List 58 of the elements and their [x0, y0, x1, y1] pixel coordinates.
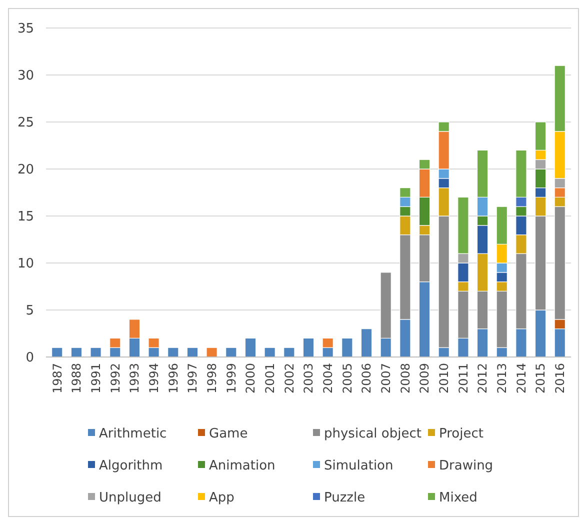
- x-tick-label: 2010: [437, 363, 452, 394]
- bar: [264, 347, 276, 358]
- legend-label: Simulation: [324, 458, 394, 474]
- legend-label: Drawing: [439, 458, 494, 474]
- bar: [52, 347, 63, 358]
- legend-label: Puzzle: [324, 490, 366, 506]
- x-tick-label: 2011: [456, 363, 470, 394]
- x-tick-label: 2001: [263, 363, 278, 394]
- x-tick-label: 1999: [224, 363, 238, 394]
- x-tick-label: 2006: [360, 363, 374, 394]
- x-tick-label: 2005: [340, 363, 354, 394]
- legend-label: Project: [439, 426, 484, 442]
- y-tick-label: 10: [17, 256, 34, 272]
- x-tick-label: 2013: [495, 363, 510, 394]
- legend-label: Arithmetic: [99, 426, 167, 442]
- x-tick-label: 1987: [50, 363, 64, 394]
- legend-label: App: [209, 490, 234, 506]
- bar: [342, 338, 353, 358]
- bar: [226, 347, 237, 358]
- x-tick-label: 1994: [147, 363, 162, 394]
- x-tick-label: 1998: [205, 363, 220, 394]
- x-tick-label: 2007: [379, 363, 394, 394]
- x-tick-label: 1993: [128, 363, 142, 394]
- bar: [360, 328, 372, 358]
- x-tick-label: 1991: [88, 363, 103, 394]
- x-tick-label: 2016: [553, 363, 568, 394]
- y-tick-label: 0: [26, 350, 34, 366]
- y-tick-label: 35: [17, 22, 34, 37]
- bar: [244, 338, 256, 358]
- legend-label: Animation: [209, 458, 276, 474]
- x-tick-label: 2002: [282, 363, 296, 394]
- x-tick-label: 2014: [514, 363, 528, 394]
- x-tick-label: 1997: [186, 363, 200, 394]
- legend-label: Mixed: [439, 490, 478, 506]
- bar: [168, 347, 179, 358]
- x-tick-label: 1996: [166, 363, 180, 394]
- y-tick-label: 5: [26, 304, 34, 319]
- x-tick-label: 2000: [244, 363, 258, 394]
- y-tick-label: 15: [17, 210, 34, 225]
- x-tick-label: 2003: [302, 363, 316, 394]
- x-tick-label: 2004: [321, 363, 336, 394]
- x-tick-label: 1988: [70, 363, 84, 394]
- legend-label: Algorithm: [99, 458, 163, 474]
- legend-label: Unpluged: [99, 490, 162, 506]
- x-tick-label: 2009: [418, 363, 432, 394]
- y-tick-label: 30: [17, 68, 34, 84]
- legend-label: Game: [209, 426, 248, 442]
- y-tick-label: 20: [17, 162, 34, 178]
- x-tick-label: 2015: [534, 363, 548, 394]
- x-tick-label: 2012: [476, 363, 490, 394]
- y-tick-label: 25: [17, 116, 34, 131]
- bar: [90, 347, 102, 358]
- legend-label: physical object: [324, 426, 422, 442]
- x-tick-label: 1992: [108, 363, 122, 394]
- bar: [284, 347, 295, 358]
- bar: [302, 338, 314, 358]
- bar: [206, 347, 218, 358]
- x-tick-label: 2008: [398, 363, 412, 394]
